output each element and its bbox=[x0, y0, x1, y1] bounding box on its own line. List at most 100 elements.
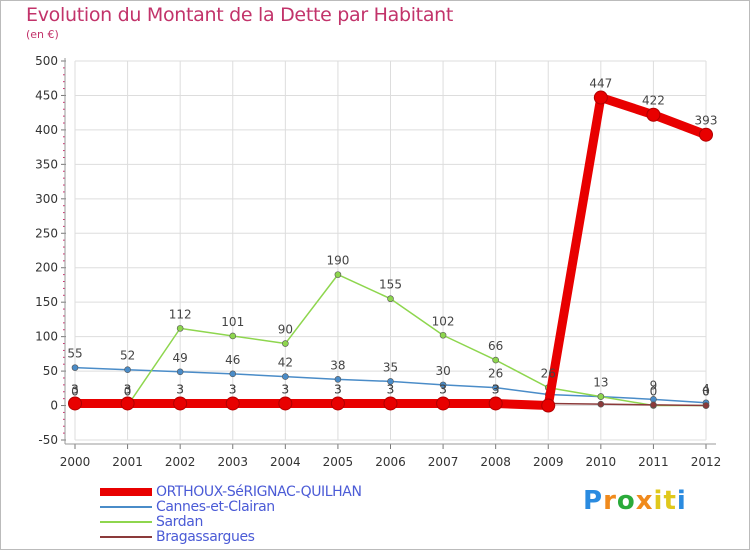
data-label-orthoux-s-rignac-quilhan: 3 bbox=[176, 382, 184, 396]
legend-item-bragassargues: Bragassargues bbox=[100, 528, 362, 545]
legend-label-cannes: Cannes-et-Clairan bbox=[156, 498, 275, 515]
data-label-bragassargues: 3 bbox=[124, 382, 132, 396]
data-label-bragassargues: 3 bbox=[492, 382, 500, 396]
data-label-cannes-et-clairan: 30 bbox=[435, 364, 450, 378]
data-label-bragassargues: 0 bbox=[702, 385, 710, 399]
data-label-orthoux-s-rignac-quilhan: 3 bbox=[439, 382, 447, 396]
x-tick-label: 2004 bbox=[270, 455, 301, 469]
logo-letter: r bbox=[603, 486, 617, 516]
x-tick-label: 2012 bbox=[691, 455, 722, 469]
data-label-bragassargues: 3 bbox=[71, 382, 79, 396]
data-label-bragassargues: 3 bbox=[282, 382, 290, 396]
y-tick-label: 200 bbox=[35, 261, 58, 275]
data-label-orthoux-s-rignac-quilhan: 3 bbox=[334, 382, 342, 396]
data-label-cannes-et-clairan: 9 bbox=[650, 378, 658, 392]
x-tick-label: 2001 bbox=[112, 455, 143, 469]
data-label-orthoux-s-rignac-quilhan: 3 bbox=[71, 382, 79, 396]
data-label-orthoux-s-rignac-quilhan: 3 bbox=[282, 382, 290, 396]
x-tick-label: 2007 bbox=[428, 455, 459, 469]
legend-label-bragassargues: Bragassargues bbox=[156, 528, 255, 545]
legend-item-sardan: Sardan bbox=[100, 514, 362, 530]
data-point-bragassargues bbox=[650, 401, 657, 409]
data-label-orthoux-s-rignac-quilhan: 422 bbox=[642, 94, 665, 108]
data-label-sardan: 0 bbox=[71, 385, 79, 399]
data-label-bragassargues: 3 bbox=[334, 382, 342, 396]
data-point-sardan bbox=[229, 332, 237, 340]
data-point-cannes-et-clairan bbox=[387, 378, 394, 385]
data-point-cannes-et-clairan bbox=[229, 370, 237, 378]
logo-letter: o bbox=[616, 486, 636, 516]
data-point-cannes-et-clairan bbox=[334, 376, 342, 383]
data-label-cannes-et-clairan: 46 bbox=[225, 353, 240, 367]
data-point-sardan bbox=[334, 271, 342, 278]
data-point-sardan bbox=[387, 295, 394, 303]
data-label-sardan: 112 bbox=[169, 307, 192, 321]
y-tick-label: 350 bbox=[35, 157, 58, 171]
x-tick-label: 2000 bbox=[60, 455, 91, 469]
logo-letter: x bbox=[635, 486, 654, 516]
data-point-orthoux-s-rignac-quilhan bbox=[383, 396, 398, 411]
data-point-orthoux-s-rignac-quilhan bbox=[120, 396, 135, 411]
data-point-orthoux-s-rignac-quilhan bbox=[278, 396, 293, 411]
y-tick-label: 500 bbox=[35, 54, 58, 68]
data-point-bragassargues bbox=[597, 400, 605, 408]
data-point-orthoux-s-rignac-quilhan bbox=[330, 396, 345, 411]
data-labels-layer: 55 52 49 46 42 38 35 30 269 40 0112101901901551026… bbox=[67, 77, 717, 399]
data-point-orthoux-s-rignac-quilhan bbox=[699, 127, 713, 142]
data-label-sardan: 0 bbox=[702, 385, 710, 399]
data-point-sardan bbox=[282, 340, 289, 347]
y-tick-label: 450 bbox=[35, 88, 58, 102]
data-point-cannes-et-clairan bbox=[176, 368, 184, 376]
legend-swatch-sardan bbox=[100, 520, 152, 523]
data-label-sardan: 90 bbox=[278, 323, 293, 337]
data-label-bragassargues: 3 bbox=[229, 382, 237, 396]
data-label-bragassargues: 3 bbox=[439, 382, 447, 396]
data-label-sardan: 190 bbox=[326, 254, 349, 268]
x-tick-label: 2002 bbox=[165, 455, 196, 469]
proxiti-logo: Proxiti bbox=[583, 486, 687, 516]
data-point-sardan bbox=[597, 393, 605, 400]
y-tick-label: 400 bbox=[35, 123, 58, 137]
data-label-sardan: 102 bbox=[432, 314, 455, 328]
logo-letter: i bbox=[653, 486, 664, 516]
y-tick-label: 250 bbox=[35, 226, 58, 240]
data-label-sardan: 155 bbox=[379, 278, 402, 292]
y-tick-label: 0 bbox=[50, 399, 58, 413]
data-point-sardan bbox=[176, 325, 184, 332]
data-label-orthoux-s-rignac-quilhan: 447 bbox=[589, 77, 612, 91]
data-label-orthoux-s-rignac-quilhan: 3 bbox=[124, 382, 132, 396]
data-point-cannes-et-clairan bbox=[439, 381, 447, 389]
data-label-orthoux-s-rignac-quilhan: 3 bbox=[387, 382, 395, 396]
data-label-cannes-et-clairan: 42 bbox=[278, 356, 293, 370]
data-point-sardan bbox=[439, 331, 447, 339]
data-label-sardan: 101 bbox=[221, 315, 244, 329]
logo-letter: P bbox=[583, 486, 604, 516]
y-tick-label: 50 bbox=[43, 364, 58, 378]
data-label-bragassargues: 3 bbox=[387, 382, 395, 396]
data-point-sardan bbox=[492, 356, 499, 364]
data-point-cannes-et-clairan bbox=[71, 364, 79, 371]
data-label-sardan: 0 bbox=[650, 385, 658, 399]
series-layer bbox=[68, 90, 713, 413]
data-point-orthoux-s-rignac-quilhan bbox=[225, 396, 240, 411]
data-label-orthoux-s-rignac-quilhan: 3 bbox=[492, 382, 500, 396]
data-label-cannes-et-clairan: 55 bbox=[67, 347, 82, 361]
data-label-cannes-et-clairan: 49 bbox=[173, 351, 188, 365]
data-label-cannes-et-clairan: 4 bbox=[702, 382, 710, 396]
data-point-orthoux-s-rignac-quilhan bbox=[646, 107, 661, 122]
x-tick-label: 2003 bbox=[217, 455, 248, 469]
data-point-orthoux-s-rignac-quilhan bbox=[173, 396, 188, 411]
data-label-orthoux-s-rignac-quilhan: 393 bbox=[695, 114, 718, 128]
x-tick-label: 2010 bbox=[586, 455, 617, 469]
data-point-orthoux-s-rignac-quilhan bbox=[436, 396, 451, 411]
data-point-cannes-et-clairan bbox=[124, 366, 131, 374]
legend-item-cannes: Cannes-et-Clairan bbox=[100, 498, 362, 515]
legend-swatch-orthoux bbox=[100, 487, 152, 496]
legend-swatch-bragassargues bbox=[100, 535, 152, 538]
data-label-cannes-et-clairan: 26 bbox=[488, 367, 503, 381]
data-point-orthoux-s-rignac-quilhan bbox=[541, 398, 556, 413]
data-point-orthoux-s-rignac-quilhan bbox=[593, 90, 608, 105]
